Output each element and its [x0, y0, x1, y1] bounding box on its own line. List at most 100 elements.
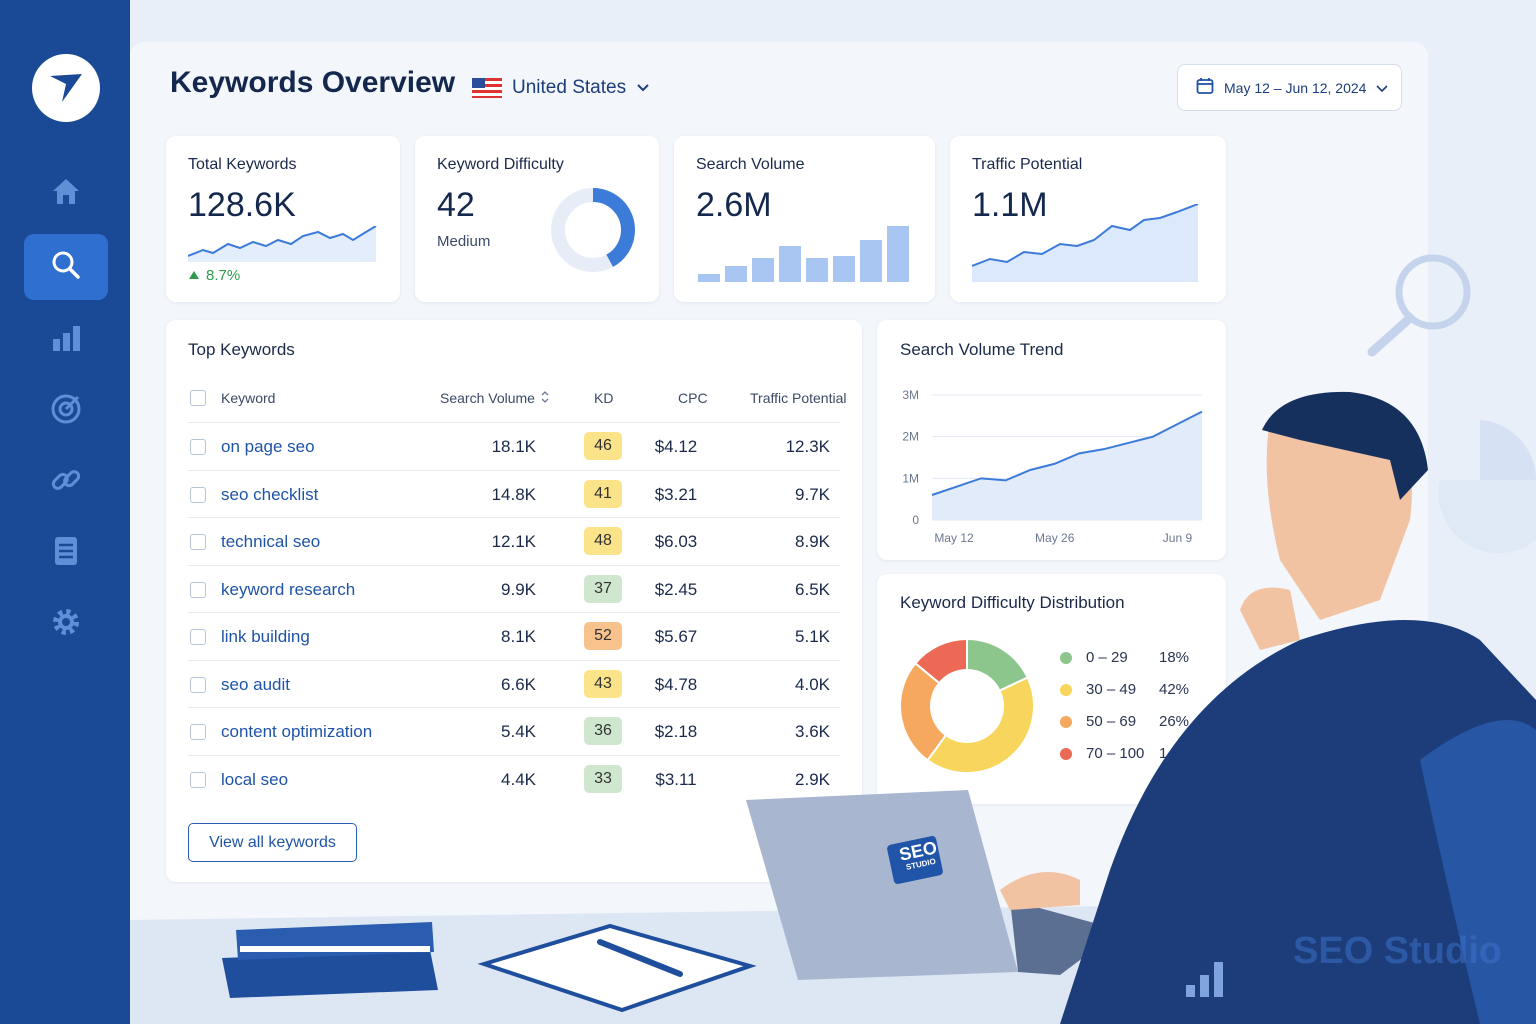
donut-slice	[899, 661, 948, 762]
search-volume-cell: 5.4K	[501, 722, 536, 741]
legend-dot	[1060, 715, 1072, 728]
app-logo[interactable]	[32, 54, 100, 122]
keyword-link[interactable]: content optimization	[221, 722, 373, 741]
traffic-potential-cell: 6.5K	[795, 579, 830, 599]
target-icon	[49, 392, 83, 431]
card-value: 1.1M	[972, 186, 1048, 224]
search-volume-card: Search Volume 2.6M	[674, 136, 935, 302]
country-selector[interactable]: United States	[472, 76, 650, 100]
chevron-down-icon	[1376, 80, 1389, 96]
row-checkbox[interactable]	[190, 724, 206, 740]
keyword-link[interactable]: seo audit	[221, 674, 290, 694]
traffic-potential-card: Traffic Potential 1.1M	[950, 136, 1226, 302]
search-volume-cell: 18.1K	[491, 437, 536, 456]
arrow-up-icon	[188, 267, 200, 284]
traffic-potential-cell: 12.3K	[785, 437, 830, 456]
row-checkbox[interactable]	[190, 676, 206, 693]
change-indicator: 8.7%	[188, 267, 240, 284]
card-label: Keyword Difficulty	[437, 156, 564, 173]
traffic-potential-cell: 4.0K	[795, 674, 830, 694]
traffic-potential-cell: 8.9K	[795, 532, 830, 551]
keyword-link[interactable]: technical seo	[221, 532, 321, 551]
table-row[interactable]: seo checklist 14.8K 41 $3.21 9.7K	[188, 469, 840, 517]
col-cpc[interactable]: CPC	[678, 390, 708, 406]
table-row[interactable]: technical seo 12.1K 48 $6.03 8.9K	[188, 517, 840, 564]
brand-watermark: SEO Studio	[1293, 930, 1502, 972]
y-tick-label: 1M	[902, 471, 919, 485]
card-value: 2.6M	[696, 186, 772, 224]
country-label: United States	[512, 77, 627, 98]
table-row[interactable]: content optimization 5.4K 36 $2.18 3.6K	[188, 707, 840, 754]
keyword-link[interactable]: link building	[221, 627, 310, 646]
row-checkbox[interactable]	[190, 771, 206, 788]
y-tick-label: 2M	[902, 430, 919, 444]
traffic-potential-cell: 5.1K	[795, 627, 830, 646]
keyword-link[interactable]: seo checklist	[221, 484, 319, 504]
cpc-cell: $3.11	[655, 769, 697, 789]
chart-title: Keyword Difficulty Distribution	[900, 593, 1125, 612]
kd-badge: 33	[584, 764, 622, 793]
nav-goals[interactable]	[24, 378, 108, 444]
sidebar	[0, 0, 130, 1024]
trend-line	[931, 410, 1203, 496]
legend-item: 50 – 69 26%	[1060, 713, 1189, 730]
keyword-link[interactable]: keyword research	[221, 579, 356, 599]
card-value: 128.6K	[188, 186, 296, 224]
trend-area	[932, 411, 1202, 520]
col-kd[interactable]: KD	[594, 390, 614, 406]
traffic-potential-cell: 9.7K	[795, 484, 830, 504]
cpc-cell: $4.78	[654, 674, 698, 694]
legend-pct: 18%	[1159, 649, 1190, 666]
search-volume-trend-card: Search Volume Trend 3M 2M 1M 0 May 12 May 26 J…	[877, 320, 1226, 560]
y-tick-label: 0	[912, 513, 919, 527]
legend-pct: 42%	[1159, 681, 1190, 698]
table-row[interactable]: local seo 4.4K 33 $3.11 2.9K	[188, 754, 840, 802]
search-volume-cell: 8.1K	[501, 627, 536, 646]
table-title: Top Keywords	[188, 340, 295, 359]
link-icon	[49, 463, 83, 502]
table-row[interactable]: link building 8.1K 52 $5.67 5.1K	[188, 612, 840, 659]
volume-bars	[698, 226, 909, 282]
sparkline	[188, 226, 377, 262]
kd-badge: 41	[584, 479, 622, 508]
row-checkbox[interactable]	[190, 629, 206, 645]
table-row[interactable]: keyword research 9.9K 37 $2.45 6.5K	[188, 564, 840, 612]
nav-search[interactable]	[24, 234, 108, 300]
calendar-icon	[1196, 77, 1214, 98]
col-search-volume[interactable]: Search Volume	[440, 390, 549, 406]
date-range-picker[interactable]: May 12 – Jun 12, 2024	[1177, 64, 1402, 111]
legend-item: 70 – 100 14%	[1060, 745, 1189, 762]
nav-settings[interactable]	[24, 591, 108, 657]
table-row[interactable]: seo audit 6.6K 43 $4.78 4.0K	[188, 659, 840, 707]
row-checkbox[interactable]	[190, 581, 206, 598]
row-checkbox[interactable]	[190, 439, 206, 455]
legend-dot	[1060, 651, 1072, 664]
sort-icon	[541, 390, 549, 406]
nav-content[interactable]	[24, 520, 108, 586]
keyword-link[interactable]: local seo	[221, 769, 289, 789]
row-checkbox[interactable]	[190, 534, 206, 550]
legend-item: 0 – 29 18%	[1060, 649, 1189, 666]
col-keyword[interactable]: Keyword	[221, 390, 276, 406]
view-all-keywords-button[interactable]: View all keywords	[188, 823, 357, 862]
row-checkbox[interactable]	[190, 486, 206, 503]
table-row[interactable]: on page seo 18.1K 46 $4.12 12.3K	[188, 422, 840, 469]
keyword-link[interactable]: on page seo	[221, 437, 315, 456]
traffic-potential-cell: 3.6K	[795, 722, 830, 741]
select-all-checkbox[interactable]	[190, 390, 206, 406]
search-volume-cell: 4.4K	[501, 769, 536, 789]
nav-links[interactable]	[24, 449, 108, 515]
kd-badge: 43	[584, 669, 622, 698]
nav-reports[interactable]	[24, 307, 108, 373]
page-title: Keywords Overview	[170, 66, 456, 99]
nav-home[interactable]	[24, 160, 108, 226]
cpc-cell: $5.67	[654, 627, 698, 646]
donut-slice	[926, 676, 1035, 774]
trend-chart: 3M 2M 1M 0 May 12 May 26 Jun 9	[902, 388, 1203, 545]
chart-title: Search Volume Trend	[900, 340, 1064, 359]
traffic-sparkline	[972, 204, 1199, 282]
x-tick-label: May 12	[934, 531, 974, 545]
col-traffic-potential[interactable]: Traffic Potential	[750, 390, 847, 406]
donut-slice	[913, 638, 968, 685]
cpc-cell: $3.21	[654, 484, 698, 504]
